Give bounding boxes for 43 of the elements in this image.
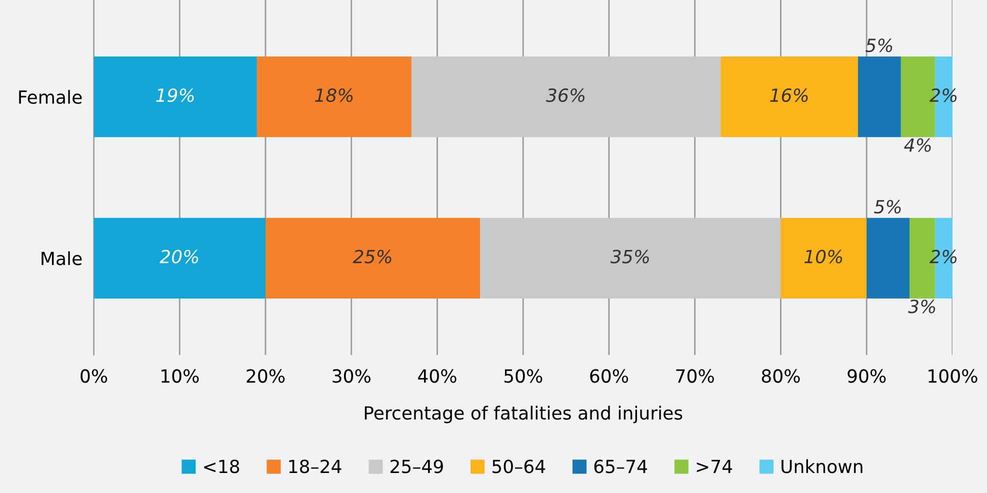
y-tick-label: Female	[19, 90, 82, 104]
legend-label: 18–24	[289, 460, 342, 474]
data-label: 35%	[610, 250, 649, 264]
x-tick-label: 30%	[332, 369, 370, 383]
data-label: 25%	[352, 250, 392, 264]
x-tick-label: 100%	[928, 369, 978, 383]
bar	[720, 56, 858, 138]
bar	[858, 56, 901, 138]
legend-label: Unknown	[782, 459, 862, 474]
data-label: 18%	[315, 88, 353, 102]
x-tick-label: 20%	[246, 369, 285, 383]
x-axis-title: Percentage of fatalities and injuries	[364, 406, 682, 424]
legend-label: 65–74	[594, 460, 648, 474]
data-label: 5%	[874, 200, 901, 214]
x-tick-label: 80%	[762, 369, 800, 383]
legend-label: <18	[204, 460, 240, 474]
legend-label: 25–49	[390, 460, 443, 474]
x-tick-label: 70%	[676, 369, 714, 383]
bar	[411, 56, 721, 138]
x-tick-label: 0%	[80, 369, 108, 383]
bar	[480, 218, 781, 298]
x-tick-label: 40%	[418, 369, 456, 383]
data-label: 3%	[908, 300, 936, 314]
x-tick-label: 90%	[848, 369, 886, 383]
x-tick-label: 50%	[504, 369, 542, 383]
x-tick-label: 60%	[590, 369, 628, 383]
bar	[866, 218, 910, 298]
y-tick-label: Male	[42, 251, 82, 266]
legend-label: 50–64	[492, 460, 546, 474]
data-label: 36%	[546, 88, 584, 102]
bar	[780, 218, 867, 298]
bar	[266, 218, 480, 298]
data-label: 20%	[160, 250, 198, 264]
data-label: 19%	[156, 88, 194, 102]
data-label: 10%	[804, 250, 842, 264]
legend-label: >74	[696, 460, 732, 473]
bar	[94, 56, 257, 138]
x-tick-label: 10%	[162, 369, 199, 383]
data-label: 4%	[904, 138, 931, 152]
bar	[94, 218, 266, 298]
data-label: 16%	[770, 88, 808, 102]
data-label: 5%	[866, 38, 892, 52]
bar	[256, 56, 412, 138]
